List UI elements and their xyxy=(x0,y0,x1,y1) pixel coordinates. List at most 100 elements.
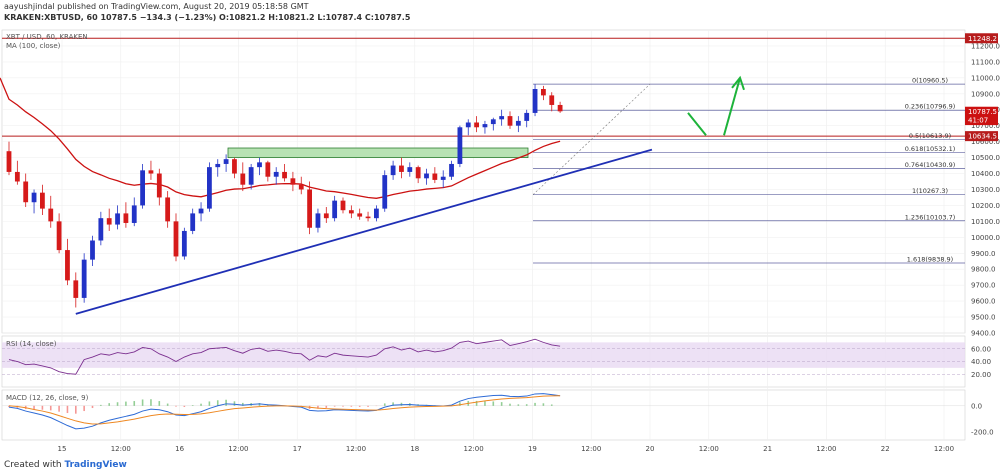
candle xyxy=(532,84,538,117)
y-tick-label: 10900.0 xyxy=(971,90,1000,98)
candle-body xyxy=(332,200,338,219)
fib-diagonal xyxy=(532,83,651,195)
y-tick-label: 10500.0 xyxy=(971,154,1000,162)
rsi-band xyxy=(2,342,965,368)
candle-body xyxy=(56,221,62,251)
macd-tick-label: 0.0 xyxy=(971,402,982,410)
candle-body xyxy=(290,178,296,185)
candle-body xyxy=(23,181,29,203)
candle xyxy=(140,163,145,209)
candle xyxy=(340,197,346,214)
candle-body xyxy=(499,116,505,120)
candle-body xyxy=(549,95,555,105)
candle-body xyxy=(490,119,496,125)
candle xyxy=(23,173,29,208)
candle-body xyxy=(265,162,271,177)
price-chart-title: XBT / USD, 60, KRAKEN xyxy=(6,33,88,41)
rsi-tick-label: 20.00 xyxy=(971,371,991,379)
created-with-label: Created with xyxy=(4,460,62,470)
candle xyxy=(73,272,79,308)
candle xyxy=(223,154,229,172)
candle xyxy=(390,160,396,180)
forecast-arrow-up xyxy=(723,77,741,136)
rsi-tick-label: 60.00 xyxy=(971,345,991,353)
x-tick-label: 12:00 xyxy=(464,445,484,453)
candle-body xyxy=(557,104,563,112)
price-tag-label: 10634.5 xyxy=(968,133,997,141)
candle-body xyxy=(357,213,363,217)
y-tick-label: 9500.0 xyxy=(971,314,996,322)
tradingview-credit[interactable]: Created with TradingView xyxy=(4,460,127,470)
candle xyxy=(323,207,329,223)
x-tick-label: 19 xyxy=(528,445,537,453)
x-tick-label: 15 xyxy=(58,445,67,453)
candle xyxy=(56,213,62,254)
x-tick-label: 12:00 xyxy=(111,445,131,453)
candle-body xyxy=(215,163,221,168)
y-tick-label: 10000.0 xyxy=(971,234,1000,242)
candle xyxy=(48,195,54,228)
candle-body xyxy=(106,218,112,225)
candle-body xyxy=(524,112,530,121)
candle-body xyxy=(449,163,454,177)
candle-body xyxy=(515,120,521,126)
y-tick-label: 10600.0 xyxy=(971,138,1000,146)
candle xyxy=(407,162,413,177)
x-tick-label: 12:00 xyxy=(228,445,248,453)
y-tick-label: 11000.0 xyxy=(971,74,1000,82)
candle xyxy=(315,208,321,233)
y-tick-label: 10100.0 xyxy=(971,218,1000,226)
price-tag-label: 10787.5 xyxy=(968,108,997,116)
candle xyxy=(365,211,371,222)
candle xyxy=(549,92,555,112)
candle xyxy=(6,141,12,176)
candle xyxy=(131,197,137,227)
candle xyxy=(198,202,204,222)
candle xyxy=(541,85,546,101)
ma-indicator-label: MA (100, close) xyxy=(6,42,61,50)
candle-body xyxy=(315,213,321,228)
candle-body xyxy=(98,218,104,241)
candle xyxy=(265,160,271,182)
fib-level-label: 0(10960.5) xyxy=(912,77,948,85)
candle-body xyxy=(348,210,354,214)
candle xyxy=(173,213,179,262)
price-tag-label: 41:07 xyxy=(968,117,988,125)
candle-body xyxy=(181,230,187,257)
candle-body xyxy=(415,167,421,179)
candle xyxy=(65,238,70,286)
y-tick-label: 9400.0 xyxy=(971,330,996,338)
candle xyxy=(415,165,421,184)
candle xyxy=(440,170,446,188)
x-tick-label: 12:00 xyxy=(581,445,601,453)
candle xyxy=(332,195,338,222)
candle-body xyxy=(532,89,538,113)
candle-body xyxy=(541,89,546,96)
candle-body xyxy=(407,167,413,172)
candle-body xyxy=(390,165,396,176)
price-tag-label: 11248.2 xyxy=(968,35,997,43)
y-tick-label: 10700.0 xyxy=(971,122,1000,130)
candle xyxy=(482,120,488,134)
candle-body xyxy=(14,171,20,182)
candle xyxy=(81,253,87,303)
candle xyxy=(515,116,521,133)
y-tick-label: 9800.0 xyxy=(971,266,996,274)
candle xyxy=(115,205,120,230)
trend-line xyxy=(75,148,653,315)
candle xyxy=(156,168,162,206)
candle-body xyxy=(48,208,54,222)
candle xyxy=(40,184,45,215)
candle-body xyxy=(81,259,87,298)
candle xyxy=(106,208,112,231)
candle-body xyxy=(432,173,438,180)
fib-level-label: 0.764(10430.9) xyxy=(905,161,956,169)
candle xyxy=(474,116,479,133)
candle-body xyxy=(257,162,262,168)
y-tick-label: 9600.0 xyxy=(971,298,996,306)
candle-body xyxy=(40,192,45,209)
candle xyxy=(374,205,379,222)
rsi-title: RSI (14, close) xyxy=(6,340,57,348)
candle-body xyxy=(115,213,120,225)
